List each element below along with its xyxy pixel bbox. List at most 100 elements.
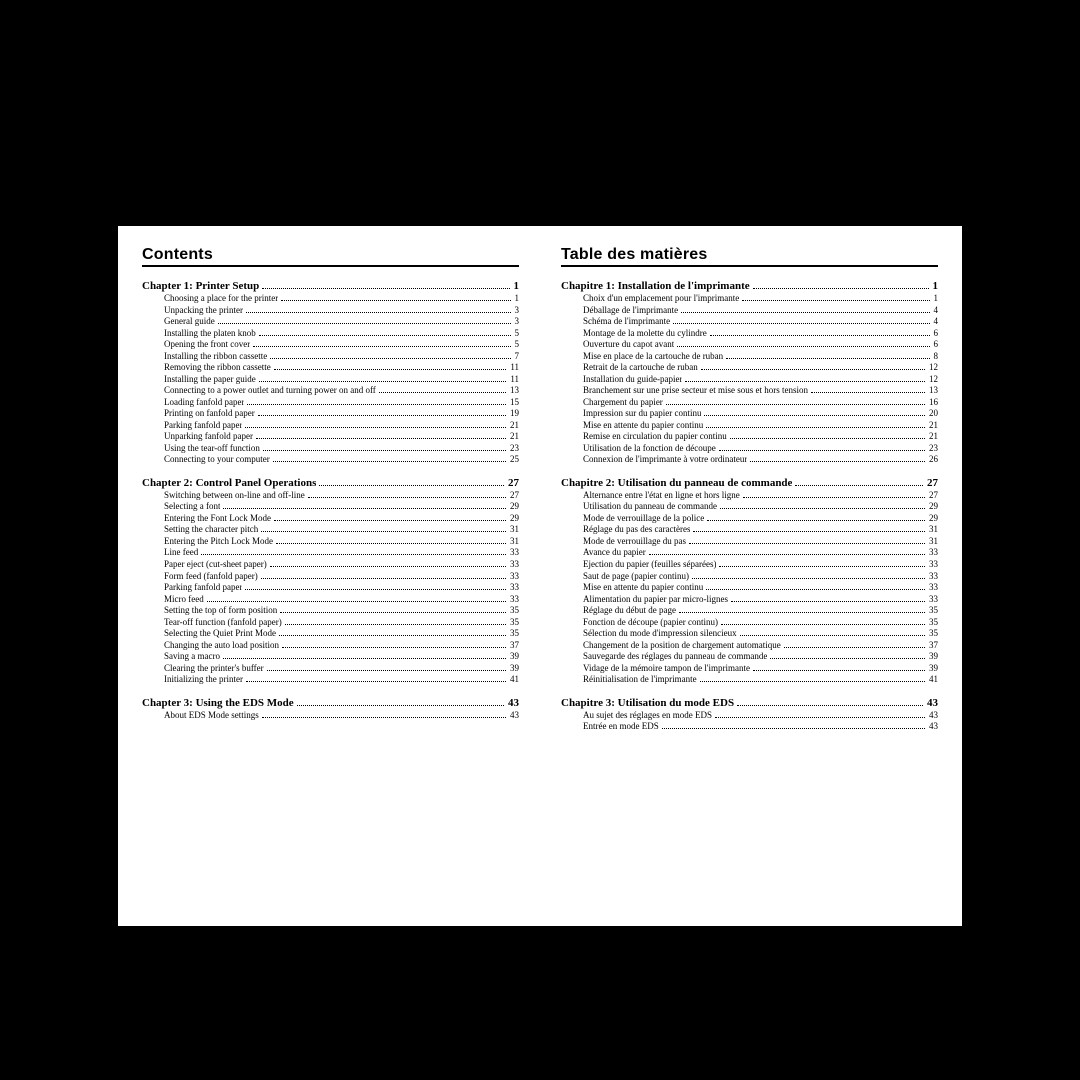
leader-dots	[274, 363, 507, 370]
toc-entry: Mise en place de la cartouche de ruban8	[561, 351, 938, 363]
toc-entry: Utilisation du panneau de commande29	[561, 501, 938, 513]
toc-entry: Déballage de l'imprimante4	[561, 305, 938, 317]
entry-page: 1	[932, 293, 939, 305]
toc-entry: Installation du guide-papier12	[561, 374, 938, 386]
leader-dots	[262, 281, 509, 289]
leader-dots	[666, 398, 925, 405]
entry-page: 41	[508, 674, 519, 686]
entry-label: Printing on fanfold paper	[164, 408, 255, 420]
entry-page: 33	[927, 571, 938, 583]
toc-entry: Au sujet des réglages en mode EDS 43	[561, 710, 938, 722]
entry-page: 39	[508, 663, 519, 675]
toc-entry: Micro feed33	[142, 594, 519, 606]
toc-entry: Connecting to your computer 25	[142, 454, 519, 466]
toc-entry: Installing the ribbon cassette7	[142, 351, 519, 363]
chapter-page: 27	[925, 476, 938, 490]
toc-entry: Utilisation de la fonction de découpe23	[561, 443, 938, 455]
entry-page: 21	[927, 420, 938, 432]
entry-label: Selecting the Quiet Print Mode	[164, 628, 276, 640]
column-title-en: Contents	[142, 246, 519, 264]
toc-entry: Installing the paper guide11	[142, 374, 519, 386]
leader-dots	[753, 281, 929, 289]
leader-dots	[319, 478, 504, 486]
entry-page: 31	[508, 524, 519, 536]
leader-dots	[246, 306, 511, 313]
leader-dots	[259, 375, 507, 382]
toc-entry: Entering the Pitch Lock Mode31	[142, 536, 519, 548]
leader-dots	[701, 363, 925, 370]
toc-entry: Changement de la position de chargement …	[561, 640, 938, 652]
toc-entry: Switching between on-line and off-line27	[142, 490, 519, 502]
toc-entry: Connecting to a power outlet and turning…	[142, 385, 519, 397]
leader-dots	[685, 375, 925, 382]
entry-page: 29	[508, 513, 519, 525]
title-rule	[561, 265, 938, 267]
entry-label: Ouverture du capot avant	[583, 339, 674, 351]
toc-entry: Sélection du mode d'impression silencieu…	[561, 628, 938, 640]
entry-page: 15	[508, 397, 519, 409]
contents-column-fr: Table des matières Chapitre 1: Installat…	[561, 246, 938, 733]
leader-dots	[719, 560, 925, 567]
toc-entry: Mise en attente du papier continu21	[561, 420, 938, 432]
toc-entry: Form feed (fanfold paper)33	[142, 571, 519, 583]
entry-page: 39	[927, 663, 938, 675]
entry-page: 35	[927, 628, 938, 640]
leader-dots	[795, 478, 923, 486]
entry-label: Loading fanfold paper	[164, 397, 244, 409]
toc-entry: Unpacking the printer3	[142, 305, 519, 317]
contents-column-en: Contents Chapter 1: Printer Setup1Choosi…	[142, 246, 519, 733]
toc-entry: Loading fanfold paper 15	[142, 397, 519, 409]
leader-dots	[281, 294, 510, 301]
entry-label: Alimentation du papier par micro-lignes	[583, 594, 728, 606]
toc-entry: Sauvegarde des réglages du panneau de co…	[561, 651, 938, 663]
entry-page: 21	[508, 431, 519, 443]
toc-entry: Retrait de la cartouche de ruban12	[561, 362, 938, 374]
entry-label: Opening the front cover	[164, 339, 250, 351]
toc-entry: Setting the character pitch31	[142, 524, 519, 536]
entry-page: 21	[927, 431, 938, 443]
entry-page: 11	[508, 374, 519, 386]
leader-dots	[276, 537, 506, 544]
leader-dots	[270, 560, 506, 567]
leader-dots	[258, 409, 506, 416]
entry-label: Chargement du papier	[583, 397, 663, 409]
leader-dots	[737, 698, 923, 706]
entry-page: 27	[508, 490, 519, 502]
entry-label: Setting the top of form position	[164, 605, 277, 617]
entry-label: Line feed	[164, 547, 198, 559]
leader-dots	[715, 711, 925, 718]
title-rule	[142, 265, 519, 267]
entry-page: 33	[927, 594, 938, 606]
entry-label: Réglage du pas des caractères	[583, 524, 690, 536]
entry-label: Unpacking the printer	[164, 305, 243, 317]
entry-label: Mise en place de la cartouche de ruban	[583, 351, 723, 363]
entry-page: 43	[927, 710, 938, 722]
toc-entry: About EDS Mode settings43	[142, 710, 519, 722]
entry-label: Installing the ribbon cassette	[164, 351, 267, 363]
leader-dots	[743, 491, 925, 498]
entry-label: Installing the platen knob	[164, 328, 256, 340]
toc-entry: Ouverture du capot avant6	[561, 339, 938, 351]
entry-page: 39	[927, 651, 938, 663]
chapter-row: Chapter 3: Using the EDS Mode43	[142, 696, 519, 710]
entry-label: Utilisation du panneau de commande	[583, 501, 717, 513]
entry-page: 25	[508, 454, 519, 466]
toc-entry: Choosing a place for the printer1	[142, 293, 519, 305]
entry-label: Avance du papier	[583, 547, 646, 559]
two-column-layout: Contents Chapter 1: Printer Setup1Choosi…	[142, 246, 938, 733]
chapter-label: Chapitre 1: Installation de l'imprimante	[561, 279, 750, 293]
entry-label: Initializing the printer	[164, 674, 243, 686]
toc-entry: Mode de verrouillage du pas31	[561, 536, 938, 548]
toc-entry: Connexion de l'imprimante à votre ordina…	[561, 454, 938, 466]
entry-label: Connecting to your computer	[164, 454, 270, 466]
leader-dots	[689, 537, 925, 544]
toc-entry: Changing the auto load position37	[142, 640, 519, 652]
leader-dots	[274, 514, 506, 521]
toc-entry: Réinitialisation de l'imprimante41	[561, 674, 938, 686]
entry-label: Fonction de découpe (papier continu)	[583, 617, 718, 629]
leader-dots	[245, 583, 506, 590]
entry-label: Removing the ribbon cassette	[164, 362, 271, 374]
entry-label: Au sujet des réglages en mode EDS	[583, 710, 712, 722]
entry-label: Ejection du papier (feuilles séparées)	[583, 559, 716, 571]
leader-dots	[706, 583, 925, 590]
